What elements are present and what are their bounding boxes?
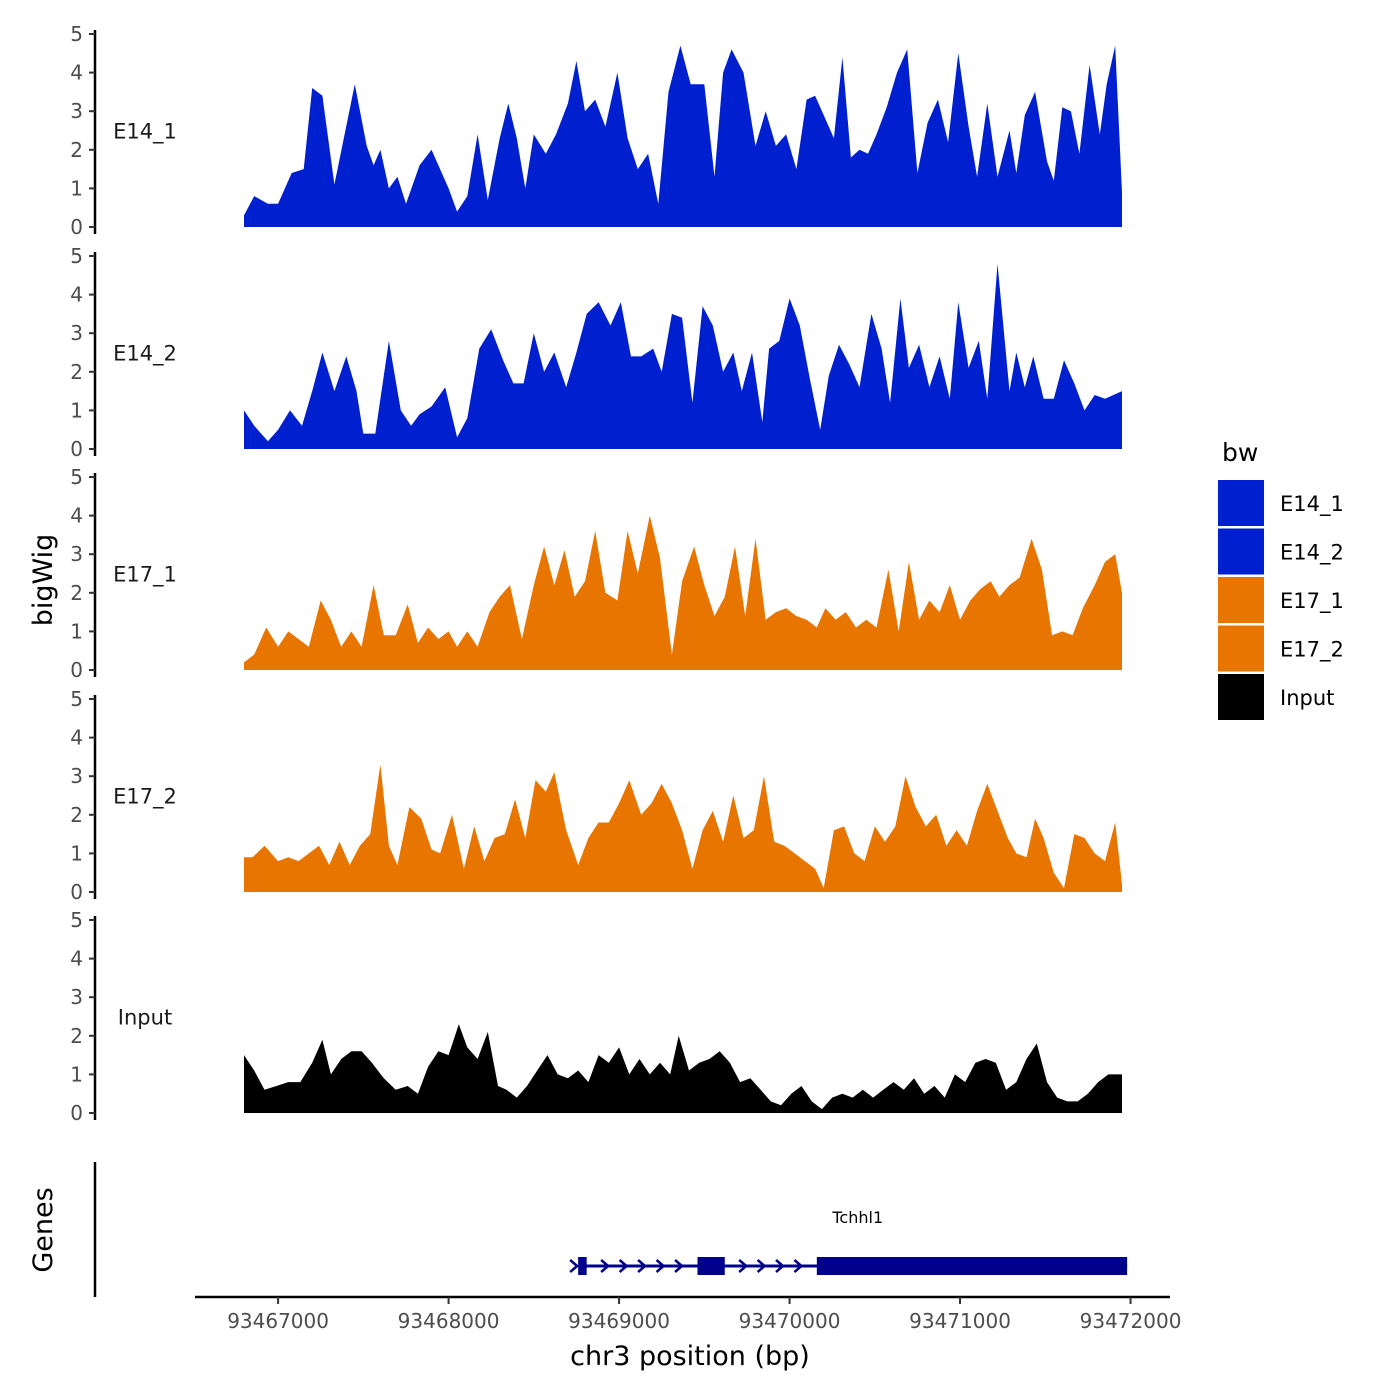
track-area <box>244 764 1122 892</box>
track-area <box>244 515 1122 670</box>
y-tick-label: 0 <box>70 215 83 239</box>
legend-label: E17_2 <box>1280 638 1344 663</box>
y-tick-label: 4 <box>70 283 83 307</box>
y-tick-label: 1 <box>70 619 83 643</box>
x-tick-label: 93467000 <box>227 1309 329 1333</box>
y-tick-label: 0 <box>70 1101 83 1125</box>
gene-panel-title: Genes <box>28 1187 59 1272</box>
y-tick-label: 2 <box>70 803 83 827</box>
y-tick-label: 0 <box>70 437 83 461</box>
gene-exon <box>697 1257 725 1275</box>
y-tick-label: 1 <box>70 841 83 865</box>
x-tick-label: 93468000 <box>398 1309 500 1333</box>
track-input: 0 1 2 3 4 5 Input <box>70 908 1122 1125</box>
strand-arrow <box>674 1259 684 1273</box>
gene-name-label: Tchhl1 <box>831 1208 883 1227</box>
x-tick-label: 93469000 <box>568 1309 670 1333</box>
gene-exon <box>578 1257 587 1275</box>
y-tick-label: 2 <box>70 138 83 162</box>
y-tick-label: 1 <box>70 1062 83 1086</box>
y-tick-label: 0 <box>70 658 83 682</box>
y-tick-label: 3 <box>70 985 83 1009</box>
legend-label: E14_2 <box>1280 541 1344 566</box>
legend-title: bw <box>1222 438 1258 467</box>
y-tick-label: 4 <box>70 61 83 85</box>
track-area <box>244 1024 1122 1113</box>
y-tick-label: 3 <box>70 764 83 788</box>
strand-arrow <box>569 1259 580 1273</box>
y-tick-label: 5 <box>70 687 83 711</box>
y-tick-label: 3 <box>70 99 83 123</box>
legend: E14_1 E14_2 E17_1 E17_2 Input <box>1218 480 1344 720</box>
x-tick-label: 93472000 <box>1080 1309 1182 1333</box>
x-tick-label: 93471000 <box>909 1309 1011 1333</box>
strand-arrow <box>618 1259 629 1273</box>
legend-swatch <box>1218 528 1264 575</box>
legend-label: E17_1 <box>1280 589 1344 614</box>
y-tick-label: 1 <box>70 398 83 422</box>
y-tick-label: 3 <box>70 321 83 345</box>
strand-arrow <box>793 1259 804 1273</box>
y-tick-label: 5 <box>70 465 83 489</box>
track-area <box>244 263 1122 449</box>
y-tick-label: 0 <box>70 880 83 904</box>
track-e17-1: 0 1 2 3 4 5 E17_1 <box>70 465 1122 682</box>
y-tick-label: 4 <box>70 947 83 971</box>
strand-arrow <box>600 1259 611 1273</box>
y-tick-label: 2 <box>70 1024 83 1048</box>
track-e14-1: 0 1 2 3 4 5 E14_1 <box>70 22 1122 239</box>
track-label: Input <box>118 1006 172 1030</box>
y-tick-label: 4 <box>70 504 83 528</box>
legend-label: Input <box>1280 686 1334 710</box>
track-label: E14_1 <box>113 120 177 145</box>
y-tick-label: 5 <box>70 22 83 46</box>
gene-exon <box>816 1257 1128 1275</box>
track-area <box>244 45 1122 227</box>
track-label: E17_2 <box>113 785 177 810</box>
strand-arrow <box>775 1259 785 1273</box>
legend-swatch <box>1218 674 1264 720</box>
strand-arrow <box>637 1259 648 1273</box>
gene-panel: Tchhl1 <box>93 1162 1128 1297</box>
y-axis-title: bigWig <box>28 534 59 627</box>
y-tick-label: 4 <box>70 726 83 750</box>
x-axis-title: chr3 position (bp) <box>570 1341 810 1372</box>
track-e14-2: 0 1 2 3 4 5 E14_2 <box>70 244 1122 461</box>
legend-swatch <box>1218 577 1264 623</box>
track-e17-2: 0 1 2 3 4 5 E17_2 <box>70 687 1122 904</box>
y-tick-label: 1 <box>70 176 83 200</box>
legend-label: E14_1 <box>1280 492 1344 517</box>
legend-swatch <box>1218 480 1264 526</box>
y-tick-label: 2 <box>70 360 83 384</box>
tracks-layer: 0 1 2 3 4 5 E14_1 0 1 2 3 4 5 E14_2 0 1 2 3 4 5 E17_1 0 1 2 3 4 5 E… <box>70 22 1122 1125</box>
track-label: E14_2 <box>113 342 177 367</box>
y-tick-label: 5 <box>70 908 83 932</box>
y-tick-label: 3 <box>70 542 83 566</box>
y-tick-label: 5 <box>70 244 83 268</box>
strand-arrow <box>756 1259 767 1273</box>
x-tick-label: 93470000 <box>739 1309 841 1333</box>
strand-arrow <box>655 1259 666 1273</box>
legend-swatch <box>1218 625 1264 672</box>
track-label: E17_1 <box>113 563 177 588</box>
y-tick-label: 2 <box>70 581 83 605</box>
strand-arrow <box>738 1259 749 1273</box>
x-axis: 93467000 93468000 93469000 93470000 93471000… <box>195 1295 1182 1333</box>
